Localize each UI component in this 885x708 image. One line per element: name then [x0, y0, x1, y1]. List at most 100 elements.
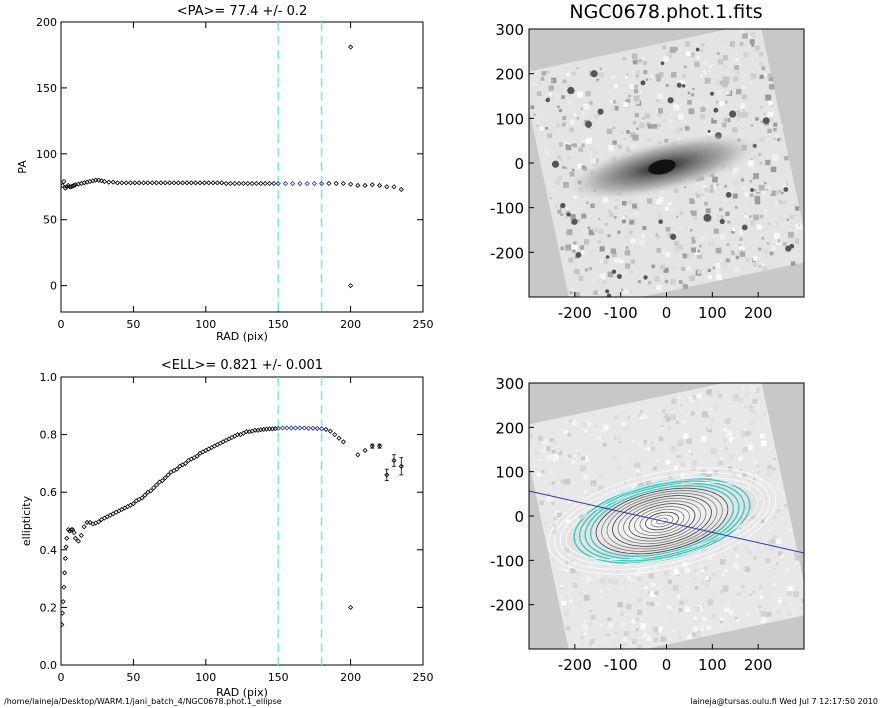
noise-pixel [656, 98, 661, 103]
noise-pixel [759, 74, 764, 79]
noise-pixel [666, 52, 673, 59]
noise-pixel [665, 252, 670, 257]
ellipse-fit-panel: -200 -100 0 100 200 300 200 100 0 -100 -200 [490, 375, 805, 674]
noise-pixel [596, 435, 602, 441]
noise-pixel [676, 215, 679, 218]
noise-pixel [778, 124, 783, 129]
noise-pixel [656, 248, 662, 253]
noise-pixel [627, 199, 633, 204]
noise-pixel [787, 612, 792, 617]
noise-pixel [701, 436, 707, 442]
noise-pixel [768, 545, 775, 552]
noise-pixel [572, 583, 578, 588]
noise-pixel [755, 193, 760, 198]
noise-pixel [764, 182, 767, 185]
noise-pixel [667, 579, 673, 585]
noise-pixel [769, 526, 774, 530]
noise-pixel [639, 415, 643, 419]
noise-pixel [648, 583, 653, 588]
noise-pixel [738, 456, 743, 461]
noise-pixel [758, 151, 765, 158]
noise-pixel [742, 109, 746, 112]
noise-pixel [786, 218, 789, 221]
noise-pixel [587, 621, 593, 627]
noise-pixel [721, 122, 727, 128]
noise-pixel [755, 607, 759, 611]
noise-pixel [787, 591, 792, 596]
noise-pixel [656, 212, 663, 219]
noise-pixel [538, 82, 542, 85]
noise-pixel [674, 188, 679, 193]
noise-pixel [759, 214, 764, 219]
noise-pixel [767, 222, 771, 226]
noise-pixel [637, 644, 643, 649]
noise-pixel [661, 409, 666, 414]
noise-pixel [775, 538, 782, 544]
noise-pixel [588, 266, 593, 270]
noise-pixel [652, 123, 658, 129]
noise-pixel [630, 579, 633, 582]
noise-pixel [770, 190, 776, 197]
noise-pixel [692, 466, 696, 470]
noise-pixel [782, 200, 787, 205]
noise-pixel [638, 568, 645, 574]
noise-pixel [723, 606, 730, 612]
noise-pixel [699, 236, 705, 241]
noise-pixel [744, 566, 751, 572]
noise-pixel [738, 245, 745, 252]
noise-pixel [673, 246, 680, 253]
noise-pixel [693, 626, 699, 632]
noise-pixel [590, 480, 597, 486]
noise-pixel [557, 209, 562, 214]
noise-pixel [577, 163, 583, 169]
ellipticity-chart: <ELL>= 0.821 +/- 0.001 0 50 100 150 200 250 0… [20, 358, 434, 699]
noise-pixel [624, 631, 629, 637]
noise-pixel [536, 91, 542, 96]
noise-pixel [701, 43, 705, 47]
noise-pixel [647, 137, 653, 143]
noise-pixel [573, 195, 578, 200]
noise-pixel [739, 473, 744, 478]
overlay-y-tick-label: 300 [495, 375, 524, 393]
noise-pixel [755, 199, 761, 205]
pa-point [180, 180, 186, 186]
noise-pixel [761, 617, 767, 623]
galaxy-image-x-tick-label: 200 [744, 304, 773, 322]
noise-pixel [641, 635, 645, 639]
noise-pixel [675, 71, 680, 76]
noise-pixel [605, 293, 608, 297]
noise-pixel [752, 261, 758, 267]
noise-pixel [738, 397, 744, 403]
noise-pixel [578, 120, 584, 126]
noise-pixel [732, 42, 736, 46]
noise-pixel [710, 447, 717, 454]
noise-pixel [778, 216, 784, 222]
ellipticity-y-tick-label: 1.0 [40, 371, 58, 384]
noise-pixel [697, 269, 703, 275]
noise-pixel [705, 473, 712, 480]
noise-pixel [685, 585, 688, 588]
noise-pixel [758, 152, 762, 157]
noise-pixel [675, 420, 679, 425]
noise-pixel [695, 606, 701, 612]
noise-pixel [739, 42, 744, 46]
ellipticity-point [284, 425, 290, 431]
noise-pixel [540, 113, 546, 119]
noise-pixel [792, 591, 799, 598]
noise-pixel [580, 107, 583, 110]
noise-pixel [774, 190, 780, 195]
noise-pixel [567, 432, 571, 437]
star-blob [783, 187, 789, 192]
noise-pixel [577, 601, 582, 606]
noise-pixel [670, 279, 676, 285]
noise-pixel [770, 104, 774, 107]
noise-pixel [720, 234, 726, 240]
noise-pixel [568, 267, 574, 274]
noise-pixel [667, 564, 673, 570]
pa-chart-title: <PA>= 77.4 +/- 0.2 [177, 4, 308, 19]
noise-pixel [677, 396, 681, 400]
ellipticity-point [174, 466, 180, 472]
overlay-x-tick-label: 200 [744, 656, 773, 674]
noise-pixel [623, 581, 628, 586]
noise-pixel [752, 590, 756, 593]
